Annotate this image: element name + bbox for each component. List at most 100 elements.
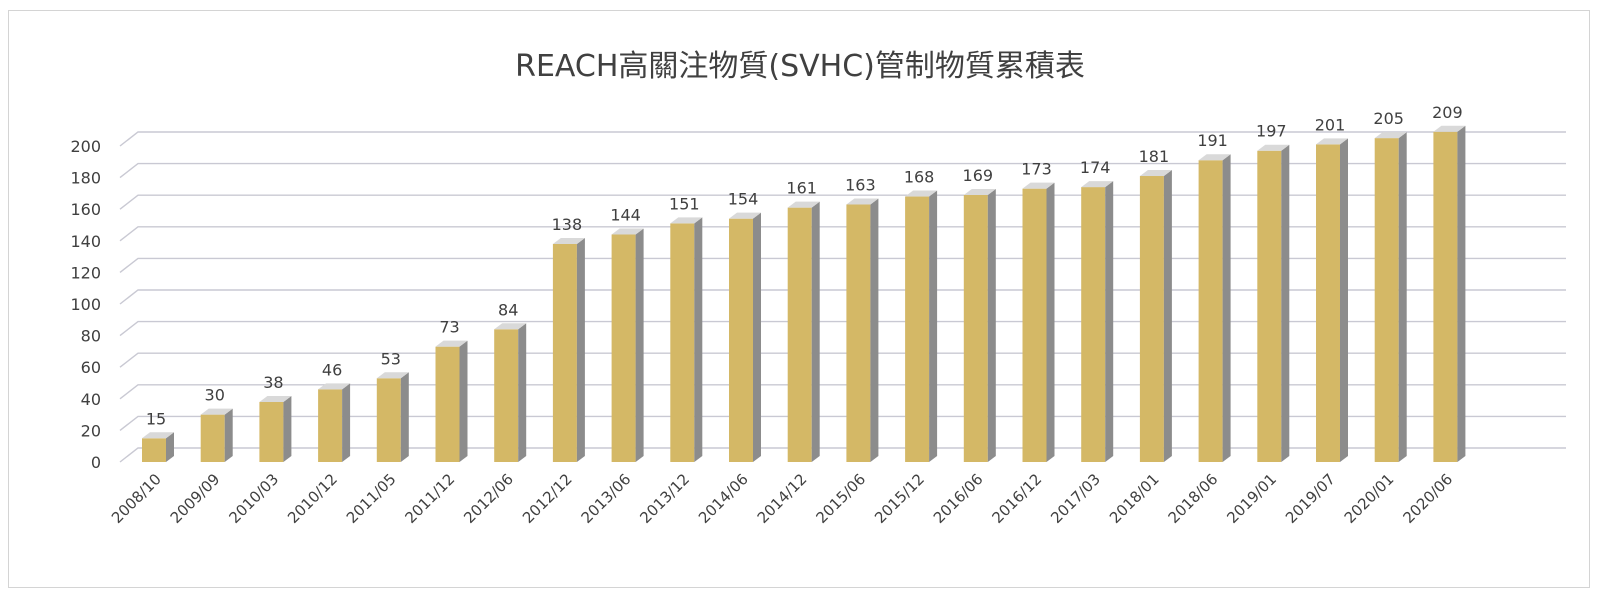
bar [1139, 170, 1172, 462]
bar [435, 340, 468, 462]
data-label: 205 [1373, 109, 1404, 128]
data-label: 201 [1315, 115, 1346, 134]
bar-side-face [753, 212, 761, 462]
bar-side-face [870, 198, 879, 462]
bar-front-face [1198, 160, 1223, 462]
x-tick-label: 2010/12 [284, 470, 341, 527]
bar-side-face [811, 201, 820, 462]
bar [142, 432, 174, 462]
bar-side-face [400, 372, 409, 462]
bar-front-face [376, 378, 401, 462]
y-tick-label: 60 [81, 358, 101, 377]
bar-top-face [259, 395, 292, 402]
bar [494, 323, 527, 462]
bar [1316, 138, 1348, 463]
data-label: 174 [1080, 158, 1111, 177]
bar-front-face [963, 194, 988, 463]
bar-front-face [259, 401, 284, 462]
bar [318, 383, 351, 462]
bar-side-face [635, 228, 644, 462]
bar-front-face [611, 234, 636, 462]
bar-top-face [142, 432, 174, 439]
bar [259, 395, 292, 462]
bar-top-face [729, 212, 761, 219]
bar [963, 188, 996, 463]
gridline [119, 162, 1566, 179]
bar-front-face [1022, 188, 1047, 462]
y-tick-label: 20 [81, 421, 101, 440]
x-tick-label: 2020/01 [1341, 470, 1398, 527]
bar-side-face [1340, 138, 1348, 463]
bar-top-face [376, 372, 409, 379]
bar [611, 228, 644, 462]
x-tick-label: 2020/06 [1399, 470, 1456, 527]
data-label: 168 [904, 168, 935, 187]
bar-front-face [435, 346, 460, 462]
bar-side-face [576, 237, 585, 462]
data-label: 181 [1139, 147, 1170, 166]
bar-side-face [987, 188, 996, 463]
data-label: 197 [1256, 122, 1287, 141]
bar-front-face [1374, 138, 1399, 462]
bar-top-face [1316, 138, 1348, 145]
x-tick-label: 2008/10 [108, 470, 165, 527]
gridline [119, 131, 1566, 147]
x-tick-label: 2018/06 [1165, 470, 1222, 527]
bar-side-face [283, 395, 292, 462]
bar [552, 237, 585, 462]
bar-top-face [1433, 125, 1466, 132]
bar-side-face [1398, 132, 1407, 462]
bar-top-face [1374, 132, 1407, 139]
y-axis-ticks: 0 20 40 60 80 100 120 140 160 180 200 [70, 137, 101, 472]
x-tick-label: 2016/06 [930, 470, 987, 527]
bar-top-face [1081, 181, 1114, 188]
x-tick-label: 2011/12 [402, 470, 459, 527]
bar-side-face [694, 217, 703, 462]
x-tick-label: 2016/12 [989, 470, 1046, 527]
gridline [119, 257, 1566, 273]
y-tick-label: 180 [70, 169, 101, 188]
x-tick-label: 2015/06 [812, 470, 869, 527]
y-tick-label: 100 [70, 295, 101, 314]
data-label: 138 [552, 215, 583, 234]
bar-top-face [318, 383, 351, 390]
bar-side-face [1457, 125, 1466, 462]
bar [1374, 132, 1407, 462]
y-tick-label: 200 [70, 137, 101, 156]
bar-top-face [552, 237, 585, 244]
bar-side-face [459, 340, 468, 462]
bar-top-face [787, 201, 820, 208]
bar [1433, 125, 1466, 462]
bar-top-face [200, 408, 233, 415]
chart-title: REACH高關注物質(SVHC)管制物質累積表 [515, 49, 1085, 84]
data-label: 151 [669, 194, 700, 213]
bar-front-face [552, 243, 577, 462]
x-tick-label: 2013/06 [578, 470, 635, 527]
bar-top-face [670, 217, 703, 224]
bar-side-face [1222, 154, 1231, 462]
bar-top-face [1198, 154, 1231, 161]
bar-front-face [846, 204, 871, 462]
x-tick-label: 2019/07 [1282, 470, 1339, 527]
x-tick-label: 2014/06 [695, 470, 752, 527]
bar-side-face [342, 383, 351, 462]
data-label: 15 [146, 409, 166, 428]
bar-side-face [1046, 182, 1055, 462]
bar-top-face [846, 198, 879, 205]
bar-front-face [1316, 144, 1340, 463]
bar-front-face [200, 414, 225, 462]
y-tick-label: 0 [91, 453, 101, 472]
bar-front-face [787, 207, 812, 462]
data-label: 46 [322, 360, 342, 379]
data-label: 169 [963, 166, 994, 185]
gridline [119, 194, 1566, 210]
bar-top-face [494, 323, 527, 330]
bar-front-face [1081, 187, 1106, 462]
bar-top-face [435, 340, 468, 347]
x-tick-label: 2012/06 [460, 470, 517, 527]
data-labels: 15 30 38 46 53 73 84 138 144 151 154 161 163 168 169 17… [146, 103, 1463, 429]
x-tick-label: 2017/03 [1047, 470, 1104, 527]
bar [1081, 181, 1114, 462]
bar [1022, 182, 1055, 462]
